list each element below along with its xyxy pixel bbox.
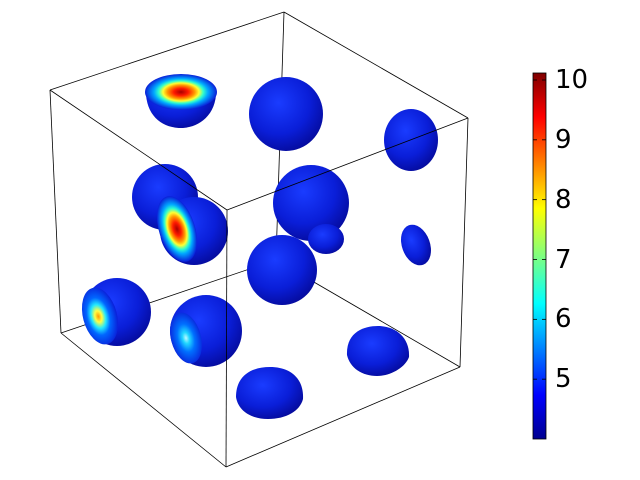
blob-left-low-hotspot: [81, 287, 119, 345]
blob-center: [273, 165, 349, 241]
box-edge: [60, 332, 227, 468]
blob-top-left-hotspot: [145, 74, 217, 110]
colorbar-gradient: [532, 72, 547, 440]
box-edge: [283, 11, 469, 119]
blob-front-low-hotspot: [170, 312, 202, 364]
box-edge: [225, 209, 228, 468]
colorbar-tick-label: 5: [555, 364, 572, 395]
box-edge: [49, 89, 228, 211]
blobs: [81, 74, 438, 419]
blob-mid-left-front-hotspot: [156, 196, 198, 262]
blob-right-small: [401, 224, 431, 266]
box-edge: [226, 117, 469, 211]
box-edge: [49, 89, 62, 334]
blob-top-center: [249, 77, 323, 151]
colorbar: [532, 72, 547, 440]
blob-center-low: [247, 235, 317, 305]
colorbar-tick-label: 8: [555, 184, 572, 215]
colorbar-tick-label: 10: [555, 65, 589, 95]
blob-bottom: [236, 367, 304, 419]
colorbar-tick-label: 7: [555, 244, 572, 275]
box-edge: [459, 117, 469, 368]
box-edge: [225, 366, 461, 468]
blob-center-small: [308, 224, 344, 254]
colorbar-tick-label: 9: [555, 124, 572, 155]
box-edge: [49, 11, 285, 91]
colorbar-tick-label: 6: [555, 304, 572, 335]
blob-right-low: [346, 326, 410, 376]
